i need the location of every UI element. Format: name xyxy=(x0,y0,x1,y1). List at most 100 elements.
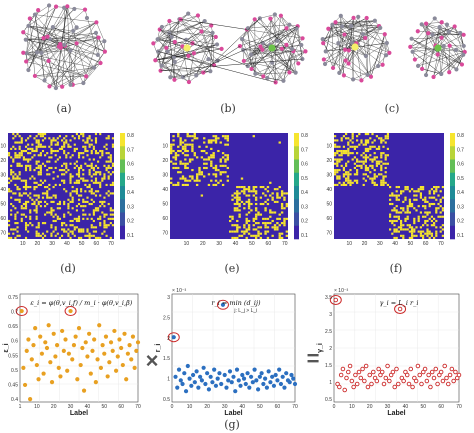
colorbar-segment xyxy=(450,199,455,213)
matrix-cell xyxy=(16,175,19,178)
data-point xyxy=(245,371,250,376)
matrix-cell xyxy=(16,211,19,214)
matrix-cell xyxy=(54,139,57,142)
matrix-cell xyxy=(280,211,284,214)
x-tick-label: 50 xyxy=(408,241,414,247)
matrix-cell xyxy=(46,192,49,195)
matrix-cell xyxy=(430,188,433,191)
node xyxy=(213,34,218,40)
matrix-cell xyxy=(90,198,93,201)
edge xyxy=(64,45,84,84)
matrix-cell xyxy=(24,183,28,186)
matrix-cell xyxy=(71,175,74,178)
data-point xyxy=(270,374,275,379)
node xyxy=(415,29,420,34)
matrix-cell xyxy=(50,226,53,229)
matrix-cell xyxy=(103,164,106,167)
edge xyxy=(270,18,303,60)
matrix-cell xyxy=(254,209,258,212)
colorbar-segment xyxy=(294,199,299,213)
matrix-cell xyxy=(75,181,78,184)
node xyxy=(380,62,385,67)
data-point xyxy=(43,340,48,345)
data-point xyxy=(134,348,139,353)
matrix-cell xyxy=(362,162,365,165)
y-tick-label: 20 xyxy=(0,158,6,164)
matrix-cell xyxy=(16,164,19,167)
edge xyxy=(182,46,190,83)
matrix-cell xyxy=(238,226,241,229)
matrix-cell xyxy=(8,190,11,193)
matrix-cell xyxy=(207,156,211,159)
matrix-cell xyxy=(221,164,225,167)
matrix-cell xyxy=(226,179,229,182)
matrix-cell xyxy=(382,183,385,186)
matrix-cell xyxy=(16,162,19,165)
matrix-cell xyxy=(226,139,229,142)
edge xyxy=(280,15,299,64)
equation-label: r_i = min (d_ij) xyxy=(211,299,261,307)
matrix-cell xyxy=(243,186,246,189)
caption-a: (a) xyxy=(56,102,71,115)
node xyxy=(215,58,220,63)
matrix-cell xyxy=(214,141,218,144)
data-point xyxy=(56,365,61,370)
matrix-cell xyxy=(369,177,372,180)
matrix-cell xyxy=(107,137,110,140)
matrix-cell xyxy=(375,175,378,178)
edge xyxy=(157,20,205,40)
edge xyxy=(96,22,105,42)
matrix-cell xyxy=(236,192,239,195)
matrix-cell xyxy=(58,200,61,203)
node xyxy=(164,45,169,50)
node xyxy=(376,63,381,69)
x-tick-label: 40 xyxy=(403,404,409,410)
matrix-cell xyxy=(200,194,204,197)
matrix-cell xyxy=(397,230,400,233)
matrix-cell xyxy=(37,141,40,144)
matrix-cell xyxy=(360,166,363,170)
edge xyxy=(454,26,464,47)
node xyxy=(330,22,335,27)
matrix-cell xyxy=(219,164,222,167)
matrix-cell xyxy=(384,137,387,140)
equation-label: γ_i = L_i r_i xyxy=(380,299,419,307)
matrix-cell xyxy=(16,133,19,136)
matrix-cell xyxy=(184,147,187,150)
matrix-cell xyxy=(67,143,70,146)
data-point xyxy=(248,374,254,379)
matrix-cell xyxy=(177,145,180,148)
matrix-cell xyxy=(254,192,258,195)
matrix-cell xyxy=(46,169,49,172)
matrix-cell xyxy=(280,202,284,206)
matrix-cell xyxy=(86,196,89,199)
matrix-cell xyxy=(90,226,93,229)
data-point xyxy=(219,381,224,387)
data-point xyxy=(187,376,192,381)
matrix-cell xyxy=(238,196,241,199)
matrix-cell xyxy=(367,149,370,153)
matrix-cell xyxy=(77,230,81,233)
data-point xyxy=(127,343,132,348)
matrix-cell xyxy=(278,236,281,239)
matrix-cell xyxy=(356,135,359,138)
matrix-cell xyxy=(111,224,114,227)
node xyxy=(34,50,40,55)
matrix-cell xyxy=(203,162,206,165)
matrix-cell xyxy=(174,156,178,159)
matrix-cell xyxy=(63,137,66,140)
matrix-cell xyxy=(29,164,32,167)
edge xyxy=(26,10,39,54)
matrix-cell xyxy=(408,230,411,233)
node xyxy=(424,21,429,26)
node xyxy=(426,31,431,36)
matrix-cell xyxy=(245,222,248,225)
matrix-cell xyxy=(254,198,258,201)
matrix-cell xyxy=(56,149,59,153)
matrix-cell xyxy=(94,236,98,239)
matrix-cell xyxy=(12,192,15,195)
matrix-cell xyxy=(413,219,416,223)
colorbar-segment xyxy=(450,133,455,147)
data-point xyxy=(292,381,298,387)
data-point xyxy=(119,345,124,351)
